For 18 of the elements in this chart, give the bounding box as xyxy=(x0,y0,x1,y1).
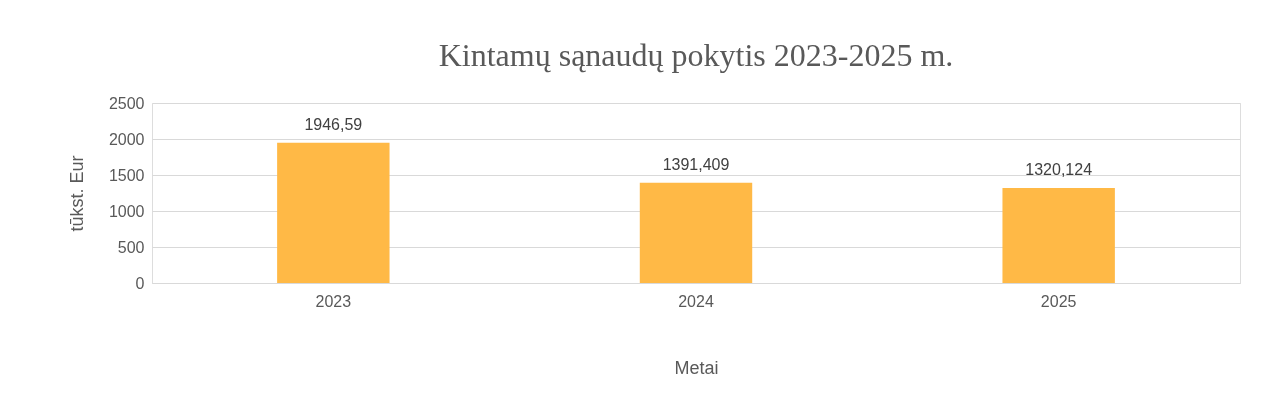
x-tick-label: 2024 xyxy=(678,292,714,310)
y-tick-label: 1500 xyxy=(108,166,145,184)
bar xyxy=(639,182,753,283)
x-tick-label: 2025 xyxy=(1040,292,1077,310)
y-tick-label: 500 xyxy=(117,238,145,256)
bar xyxy=(277,142,390,283)
y-tick-label: 0 xyxy=(135,274,145,292)
data-label: 1320,124 xyxy=(1025,160,1093,178)
chart-title: Kintamų sąnaudų pokytis 2023-2025 m. xyxy=(438,37,954,73)
y-tick-label: 2000 xyxy=(108,130,145,148)
data-label: 1946,59 xyxy=(304,115,363,133)
bar xyxy=(1002,187,1115,283)
x-axis-title: Metai xyxy=(674,357,719,378)
y-axis-title: tūkst. Eur xyxy=(66,155,87,232)
data-label: 1391,409 xyxy=(662,155,730,173)
y-tick-label: 1000 xyxy=(108,202,145,220)
y-tick-label: 2500 xyxy=(108,94,145,112)
x-tick-label: 2023 xyxy=(315,292,352,310)
